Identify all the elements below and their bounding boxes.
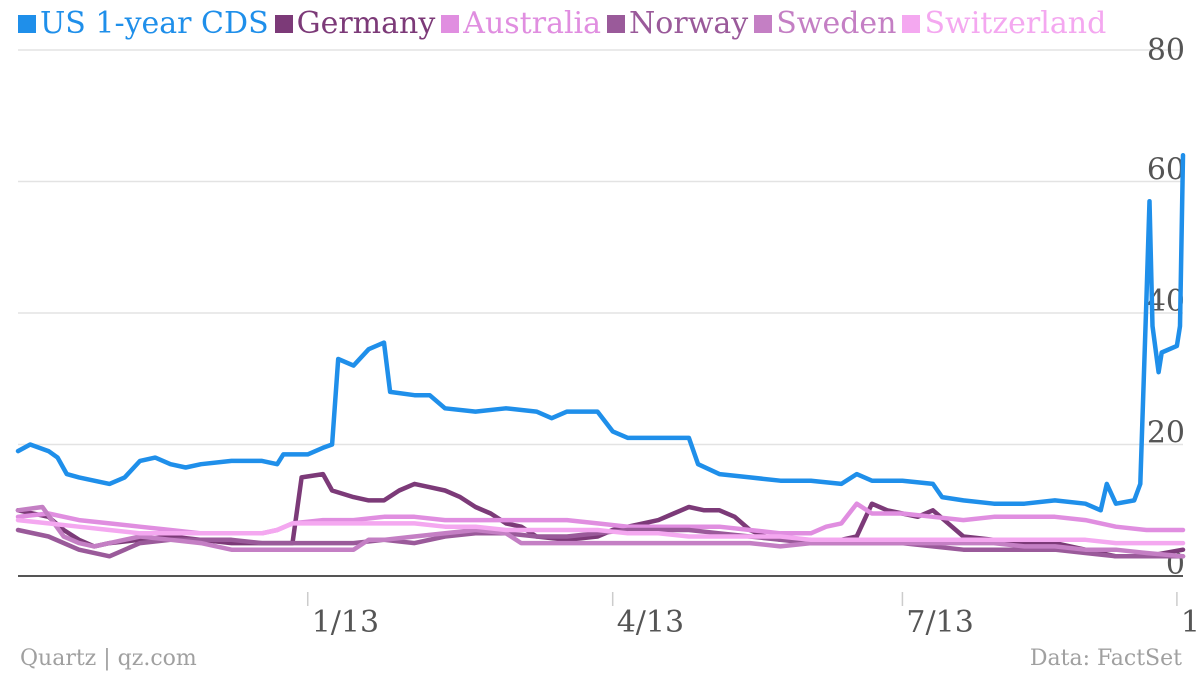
series-line-norway: [15, 527, 1186, 559]
legend-label: Australia: [463, 6, 602, 41]
x-tick-label: 7/13: [906, 605, 973, 640]
y-tick-label: 80: [1147, 33, 1185, 68]
legend-label: Switzerland: [924, 6, 1107, 41]
data-source: Data: FactSet: [1029, 646, 1182, 671]
series-line-sweden: [15, 504, 1186, 559]
legend-label: Sweden: [776, 6, 897, 41]
series-lines: [15, 152, 1186, 559]
x-tick-label: 4/13: [617, 605, 684, 640]
x-axis: 1/13 4/13 7/13 10/13: [18, 575, 1200, 640]
legend-swatch: [18, 15, 36, 33]
y-tick-label: 60: [1147, 153, 1185, 188]
series-line-switzerland: [15, 517, 1186, 546]
x-tick-label: 10/13: [1181, 605, 1200, 640]
legend-item: Sweden: [754, 4, 896, 44]
grid-lines: [18, 49, 1183, 446]
legend-swatch: [441, 15, 460, 33]
x-tick-label: 1/13: [312, 605, 379, 640]
legend-swatch: [754, 15, 773, 33]
y-tick-label: 20: [1147, 416, 1185, 451]
legend-swatch: [902, 15, 921, 33]
legend-item: Germany: [274, 4, 436, 44]
legend-item: US 1-year CDS: [18, 4, 269, 44]
legend-item: Switzerland: [902, 4, 1106, 44]
legend-label: Norway: [629, 6, 749, 41]
legend-swatch: [274, 15, 293, 33]
legend-item: Australia: [441, 4, 601, 44]
series-line-us-1-year-cds: [15, 152, 1186, 513]
legend-item: Norway: [607, 4, 748, 44]
source-credit: Quartz | qz.com: [20, 646, 197, 671]
legend: US 1-year CDS Germany Australia Norway Swede…: [18, 4, 1106, 44]
legend-label: US 1-year CDS: [40, 6, 269, 41]
legend-swatch: [607, 15, 626, 33]
legend-label: Germany: [296, 6, 436, 41]
